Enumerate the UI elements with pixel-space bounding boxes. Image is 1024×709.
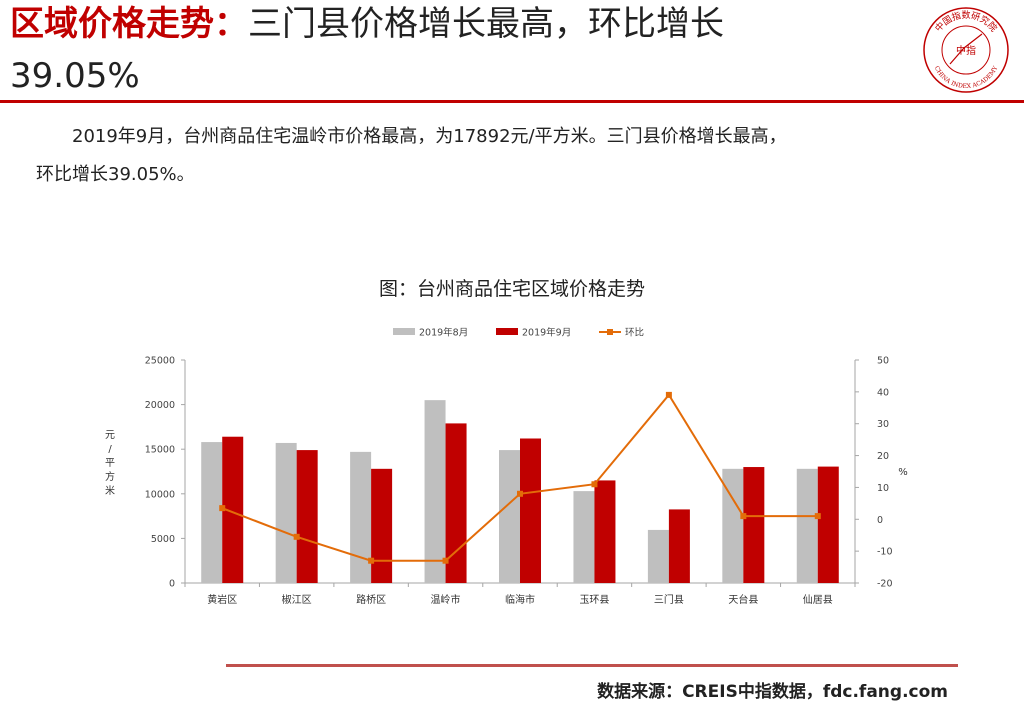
page-title: 区域价格走势：三门县价格增长最高，环比增长 xyxy=(10,4,910,44)
bar-sep xyxy=(743,467,765,583)
logo-top-text: 中国指数研究院 xyxy=(932,9,999,34)
x-tick-label: 温岭市 xyxy=(431,593,461,606)
mom-point xyxy=(219,505,226,512)
page-title-text: 三门县价格增长最高，环比增长 xyxy=(248,4,724,44)
legend-swatch xyxy=(496,328,518,335)
y2-tick-label: 30 xyxy=(877,419,889,430)
bar-sep xyxy=(371,468,393,583)
header-divider xyxy=(0,100,1024,103)
legend-label: 2019年9月 xyxy=(522,327,571,339)
bar-aug xyxy=(796,468,818,583)
x-tick-label: 黄岩区 xyxy=(207,593,237,606)
x-tick-label: 路桥区 xyxy=(356,593,386,606)
mom-point xyxy=(814,513,821,520)
y-axis-label-char: 方 xyxy=(105,470,115,483)
bar-sep xyxy=(668,509,690,583)
chart-title: 图：台州商品住宅区域价格走势 xyxy=(378,278,645,300)
bar-aug xyxy=(647,529,669,583)
bar-sep xyxy=(594,480,616,583)
y-axis-label-char: / xyxy=(108,444,112,455)
price-trend-chart: 0 5000 10000 15000 20000 25000 -20 -10 0 10 20 30 40… xyxy=(105,327,908,607)
y2-tick-label: -20 xyxy=(877,579,893,590)
bar-aug xyxy=(424,400,446,583)
logo-inner-ring xyxy=(941,25,991,75)
bar-sep xyxy=(445,423,467,583)
mom-point xyxy=(293,533,300,540)
mom-point xyxy=(442,557,449,564)
legend-swatch xyxy=(393,328,415,335)
bar-aug xyxy=(350,451,372,583)
mom-point xyxy=(591,481,598,488)
legend-label: 环比 xyxy=(625,327,644,339)
y-tick-label: 25000 xyxy=(145,356,175,367)
mom-point xyxy=(740,513,747,520)
summary-paragraph: 2019年9月，台州商品住宅温岭市价格最高，为17892元/平方米。三门县价格增… xyxy=(36,118,1011,194)
page-title-highlight: 区域价格走势： xyxy=(10,4,248,44)
bar-sep xyxy=(222,436,244,583)
y-axis-label-char: 米 xyxy=(105,484,115,497)
logo-center-text: 中指 xyxy=(956,44,976,57)
y2-axis-label: % xyxy=(898,467,908,478)
page-title-line2: 39.05% xyxy=(10,56,140,96)
mom-point xyxy=(665,391,672,398)
x-tick-label: 椒江区 xyxy=(282,593,312,606)
x-tick-label: 天台县 xyxy=(728,593,758,606)
logo-bottom-text: CHINA INDEX ACADEMY xyxy=(933,64,1000,90)
x-tick-label: 仙居县 xyxy=(803,593,833,606)
bar-aug xyxy=(573,491,595,583)
y-axis-label-char: 平 xyxy=(105,458,115,469)
x-tick-label: 三门县 xyxy=(654,593,684,606)
bar-aug xyxy=(201,442,223,583)
bar-sep xyxy=(817,466,839,583)
footer-divider xyxy=(226,664,958,667)
legend-swatch-marker xyxy=(607,329,613,335)
y2-tick-label: -10 xyxy=(877,547,893,558)
y-axis-label-char: 元 xyxy=(105,430,115,441)
summary-line-2: 环比增长39.05%。 xyxy=(36,164,195,185)
logo-outer-ring xyxy=(923,7,1009,93)
y-tick-label: 5000 xyxy=(151,534,175,545)
y-tick-label: 0 xyxy=(169,579,175,590)
bar-sep xyxy=(520,438,541,583)
logo-mark xyxy=(949,33,983,65)
y2-tick-label: 50 xyxy=(877,356,889,367)
bar-aug xyxy=(499,450,520,583)
x-tick-label: 临海市 xyxy=(505,593,535,606)
mom-point xyxy=(517,490,523,497)
y-tick-label: 15000 xyxy=(145,445,175,456)
bar-sep xyxy=(296,450,318,583)
summary-line-1: 2019年9月，台州商品住宅温岭市价格最高，为17892元/平方米。三门县价格增… xyxy=(72,126,787,147)
data-source: 数据来源：CREIS中指数据，fdc.fang.com xyxy=(597,682,948,702)
bar-aug xyxy=(722,468,744,583)
mom-point xyxy=(368,557,375,564)
y2-tick-label: 0 xyxy=(877,515,883,526)
bar-aug xyxy=(275,442,297,583)
y-tick-label: 10000 xyxy=(145,489,175,500)
y2-tick-label: 20 xyxy=(877,451,889,462)
y2-tick-label: 10 xyxy=(877,483,889,494)
y2-tick-label: 40 xyxy=(877,387,889,398)
legend-label: 2019年8月 xyxy=(419,327,468,339)
y-tick-label: 20000 xyxy=(145,400,175,411)
china-index-academy-logo: 中国指数研究院 CHINA INDEX ACADEMY 中指 xyxy=(923,7,1009,93)
x-tick-label: 玉环县 xyxy=(579,594,609,606)
